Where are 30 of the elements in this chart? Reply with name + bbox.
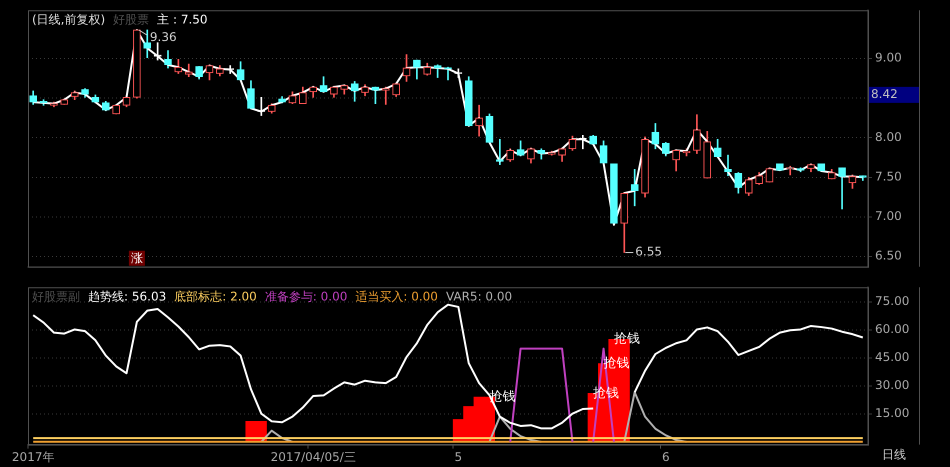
candlestick bbox=[838, 167, 846, 210]
text: 8.42 bbox=[871, 87, 898, 102]
x-tick-label: 2017年 bbox=[12, 450, 54, 464]
annotation: 涨 bbox=[130, 250, 143, 265]
y-tick-label: 9.00 bbox=[875, 50, 902, 65]
y-tick-label: 7.50 bbox=[875, 169, 902, 184]
x-tick-label: 5 bbox=[454, 450, 462, 464]
y-tick-label: 8.00 bbox=[875, 130, 902, 144]
candlestick bbox=[724, 154, 732, 176]
series-label: 趋势线: 56.03 bbox=[88, 289, 166, 304]
y-tick-label: 45.00 bbox=[875, 350, 910, 364]
text: 日线 bbox=[882, 448, 906, 462]
y-tick-label: 7.00 bbox=[875, 209, 902, 224]
annotation: 9.36 bbox=[150, 30, 177, 44]
y-tick-label: 60.00 bbox=[875, 322, 910, 336]
y-tick-label: 6.50 bbox=[875, 248, 902, 263]
y-tick-label: 30.00 bbox=[875, 378, 910, 392]
series-label: 主 : 7.50 bbox=[157, 12, 208, 26]
chart-title: (日线,前复权) bbox=[32, 12, 106, 26]
annotation: 6.55 bbox=[635, 244, 662, 259]
x-tick-label: 6 bbox=[662, 450, 670, 464]
y-tick-label: 75.00 bbox=[875, 294, 910, 308]
text: 适当买入: 0.00 bbox=[355, 289, 438, 304]
text: 底部标志: 2.00 bbox=[174, 289, 257, 304]
y-tick-label: 15.00 bbox=[875, 406, 910, 420]
text: 准备参与: 0.00 bbox=[264, 289, 348, 304]
chart-subtitle: 好股票 bbox=[113, 12, 150, 26]
text: VAR5: 0.00 bbox=[446, 289, 512, 304]
x-tick-label: 2017/04/05/三 bbox=[270, 450, 356, 464]
chart-subtitle: 好股票副 bbox=[32, 289, 80, 304]
